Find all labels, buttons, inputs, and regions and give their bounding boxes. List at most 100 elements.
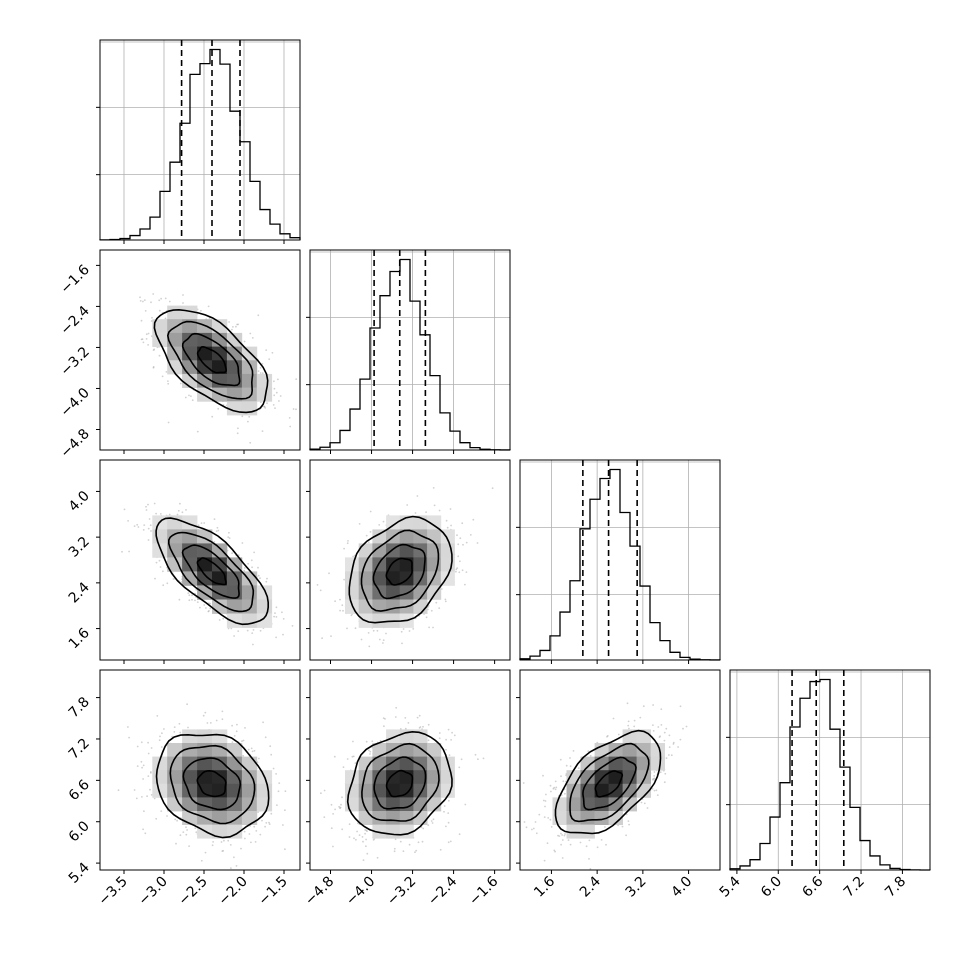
scatter-point bbox=[182, 302, 184, 304]
scatter-point bbox=[351, 755, 354, 758]
density-cell bbox=[152, 783, 168, 798]
scatter-point bbox=[275, 606, 278, 609]
scatter-point bbox=[266, 402, 268, 405]
scatter-point bbox=[211, 844, 214, 847]
scatter-point bbox=[282, 824, 284, 826]
scatter-point bbox=[152, 366, 155, 369]
scatter-point bbox=[447, 799, 450, 802]
scatter-point bbox=[372, 629, 375, 632]
scatter-point bbox=[273, 387, 276, 390]
density-cell bbox=[358, 770, 373, 785]
scatter-point bbox=[253, 749, 256, 752]
scatter-point bbox=[247, 562, 250, 565]
scatter-point bbox=[440, 588, 443, 590]
x-tick-label: 6.6 bbox=[799, 873, 826, 900]
density-cell bbox=[212, 557, 228, 572]
scatter-point bbox=[408, 630, 411, 632]
scatter-point bbox=[248, 833, 251, 835]
contours bbox=[155, 733, 270, 839]
scatter-point bbox=[330, 827, 333, 830]
histogram-panel-2 bbox=[516, 459, 721, 664]
scatter-point bbox=[446, 526, 449, 529]
scatter-point bbox=[252, 643, 254, 646]
density-cell bbox=[167, 743, 183, 757]
scatter-point bbox=[176, 819, 179, 822]
scatter-point bbox=[158, 739, 161, 742]
density-cell bbox=[241, 401, 258, 416]
density-cell bbox=[413, 770, 428, 785]
density-cell bbox=[241, 360, 258, 375]
scatter-point bbox=[268, 823, 271, 825]
scatter-point bbox=[187, 726, 189, 729]
scatter-point bbox=[367, 541, 370, 544]
scatter-point bbox=[261, 363, 264, 365]
scatter-point bbox=[163, 728, 165, 730]
scatter-point bbox=[121, 550, 123, 553]
density-cell bbox=[358, 756, 373, 771]
scatter-point bbox=[289, 425, 292, 428]
scatter-point bbox=[273, 615, 275, 618]
density-cell bbox=[358, 783, 373, 798]
density-cell bbox=[212, 585, 228, 600]
scatter-point bbox=[139, 296, 141, 299]
scatter-point bbox=[268, 821, 270, 824]
scatter-point bbox=[143, 299, 146, 301]
density-cell bbox=[182, 332, 198, 347]
panel-frame-2-1 bbox=[309, 459, 511, 661]
scatter-point bbox=[369, 510, 372, 513]
density-cell bbox=[440, 543, 455, 558]
scatter-point bbox=[425, 616, 428, 619]
scatter-point bbox=[150, 530, 152, 532]
scatter-point bbox=[153, 797, 156, 800]
scatter-point bbox=[347, 540, 349, 542]
density-cell bbox=[197, 797, 213, 812]
density-cell bbox=[197, 729, 213, 744]
scatter-point bbox=[242, 754, 245, 757]
scatter-point bbox=[194, 599, 196, 602]
density-cell bbox=[167, 557, 183, 572]
scatter-point bbox=[145, 338, 148, 340]
scatter-point bbox=[257, 370, 260, 372]
scatter-point bbox=[159, 566, 162, 568]
scatter-point bbox=[185, 826, 187, 829]
scatter-point bbox=[179, 731, 182, 734]
scatter-point bbox=[432, 487, 435, 489]
scatter-point bbox=[246, 629, 249, 632]
density-cell bbox=[256, 783, 273, 798]
density-cell bbox=[372, 811, 387, 825]
scatter-point bbox=[333, 755, 336, 758]
panel-frame-2-0 bbox=[99, 459, 301, 661]
scatter-point bbox=[135, 797, 138, 800]
scatter-point bbox=[447, 841, 450, 844]
scatter-point bbox=[249, 441, 252, 444]
scatter-point bbox=[141, 766, 144, 769]
scatter-point bbox=[455, 570, 457, 573]
scatter-point bbox=[158, 309, 161, 312]
density-cell bbox=[256, 585, 273, 600]
scatter-point bbox=[160, 746, 163, 748]
scatter-point bbox=[150, 301, 152, 304]
scatter-point bbox=[281, 611, 283, 614]
scatter-point bbox=[469, 534, 472, 536]
scatter-point bbox=[382, 520, 385, 523]
scatter-point bbox=[147, 775, 150, 777]
scatter-point bbox=[244, 727, 246, 729]
contour-level-3 bbox=[153, 308, 269, 414]
scatter-point bbox=[393, 850, 396, 853]
scatter-point bbox=[465, 571, 468, 573]
scatter-point bbox=[332, 813, 334, 815]
scatter-point bbox=[240, 847, 242, 850]
scatter-point bbox=[160, 297, 163, 300]
scatter-point bbox=[371, 740, 374, 743]
scatter-point bbox=[653, 777, 656, 780]
y-tick-label: 7.2 bbox=[66, 735, 93, 762]
scatter-point bbox=[259, 577, 261, 580]
scatter-point bbox=[231, 724, 234, 727]
scatter-point bbox=[284, 848, 286, 851]
scatter-point bbox=[222, 617, 225, 620]
x-tick-label: −3.5 bbox=[95, 874, 130, 909]
density-cell bbox=[226, 387, 243, 402]
scatter-point bbox=[147, 527, 150, 530]
scatter-point bbox=[295, 408, 297, 411]
scatter-point bbox=[282, 633, 284, 636]
